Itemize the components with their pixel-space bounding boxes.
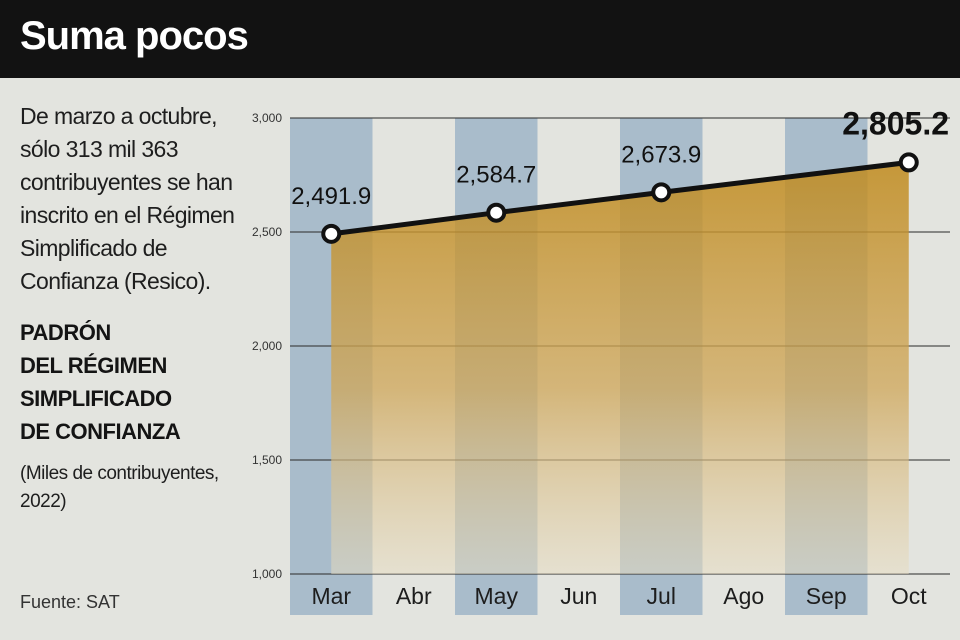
x-tick-label: May [475,583,519,609]
y-tick-label: 2,000 [252,339,282,353]
area-fill [331,162,909,574]
chart-heading-line: SIMPLIFICADO [20,386,172,411]
data-label: 2,584.7 [456,162,536,189]
chart-heading-line: PADRÓN [20,320,111,345]
y-tick-label: 1,500 [252,453,282,467]
units-note: (Miles de contribuyentes, 2022) [20,463,219,512]
y-tick-label: 2,500 [252,225,282,239]
series-line [330,159,910,237]
data-point [321,223,342,244]
source-note: Fuente: SAT [20,592,120,612]
chart-heading: PADRÓN DEL RÉGIMEN SIMPLIFICADO DE CONFI… [20,316,245,448]
x-tick-label: Mar [311,583,351,609]
x-tick-label: Jul [647,583,676,609]
data-label: 2,673.9 [621,141,701,168]
data-point [486,202,507,223]
chart-heading-line: DEL RÉGIMEN [20,353,167,378]
data-point [898,152,919,173]
description-text: De marzo a octubre, sólo 313 mil 363 con… [20,103,235,294]
y-tick-label: 1,000 [252,567,282,581]
y-tick-label: 3,000 [252,111,282,125]
chart-heading-line: DE CONFIANZA [20,419,181,444]
x-tick-label: Oct [891,583,927,609]
side-panel: De marzo a octubre, sólo 313 mil 363 con… [20,100,245,516]
header-bar: Suma pocos [0,0,960,78]
data-point [651,182,672,203]
data-label: 2,805.2 [842,105,949,141]
page-title: Suma pocos [20,14,249,58]
x-tick-label: Jun [560,583,597,609]
x-tick-label: Ago [723,583,764,609]
data-label: 2,491.9 [291,183,371,210]
x-tick-label: Abr [396,583,432,609]
x-tick-label: Sep [806,583,847,609]
